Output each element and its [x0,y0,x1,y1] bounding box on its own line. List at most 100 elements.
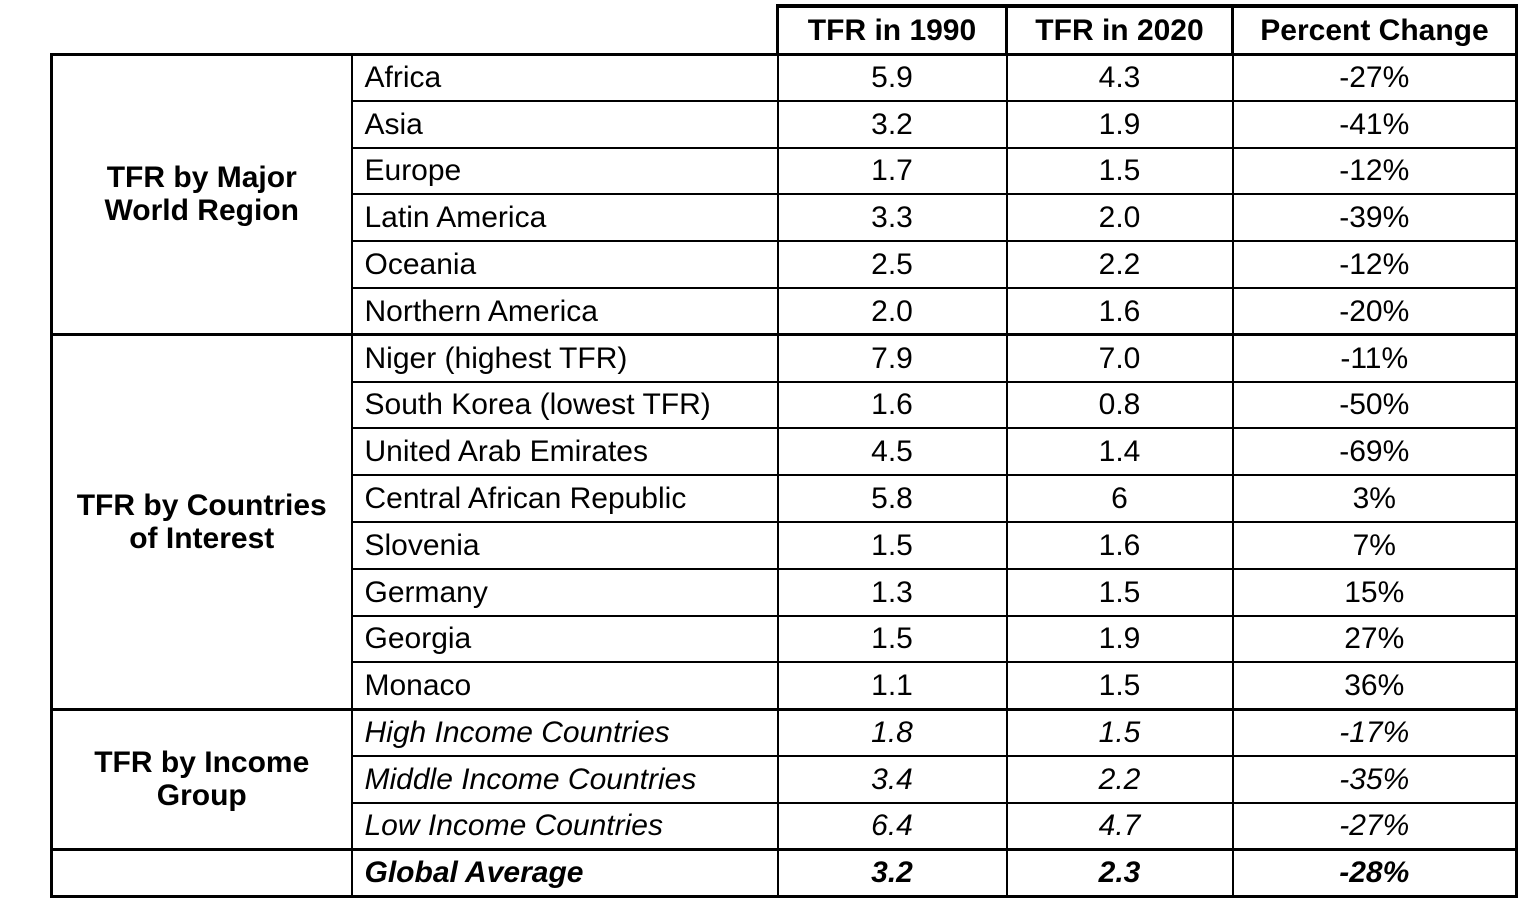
value-tfr-2020: 1.6 [1005,286,1234,336]
value-tfr-1990: 4.5 [776,427,1008,477]
value-tfr-1990: 2.0 [776,286,1008,336]
header-row: TFR in 1990 TFR in 2020 Percent Change [52,4,1518,56]
value-percent-change: -50% [1231,380,1518,430]
table-row: Middle Income Countries 3.4 2.2 -35% [52,754,1518,804]
table-row: Germany 1.3 1.5 15% [52,567,1518,617]
value-tfr-2020: 2.0 [1005,193,1234,243]
row-label: Latin America [350,193,779,243]
row-label: High Income Countries [350,707,779,757]
value-tfr-2020: 7.0 [1005,333,1234,383]
value-tfr-1990: 1.8 [776,707,1008,757]
value-tfr-1990: 7.9 [776,333,1008,383]
value-tfr-2020: 1.5 [1005,567,1234,617]
row-label: South Korea (lowest TFR) [350,380,779,430]
row-label: Oceania [350,240,779,289]
row-label: Georgia [350,614,779,664]
table-row: Low Income Countries 6.4 4.7 -27% [52,801,1518,851]
value-percent-change: -11% [1231,333,1518,383]
value-tfr-2020: 2.2 [1005,754,1234,804]
value-percent-change: -20% [1231,286,1518,336]
value-percent-change: 15% [1231,567,1518,617]
value-tfr-1990: 3.4 [776,754,1008,804]
value-tfr-2020: 4.7 [1005,801,1234,851]
header-spacer-label [352,6,778,54]
tfr-table: TFR in 1990 TFR in 2020 Percent Change T… [50,4,1518,898]
table-row: TFR by Income Group High Income Countrie… [50,707,1518,852]
value-percent-change: 36% [1231,661,1518,711]
value-percent-change: -27% [1231,52,1518,102]
value-percent-change: -12% [1231,240,1518,289]
value-tfr-2020: 2.3 [1005,848,1234,898]
value-tfr-2020: 1.9 [1005,99,1234,149]
table-row: United Arab Emirates 4.5 1.4 -69% [52,427,1518,477]
row-label: Monaco [350,661,779,711]
row-label-global-average: Global Average [350,848,779,898]
table-row: Asia 3.2 1.9 -41% [52,99,1518,149]
value-tfr-1990: 3.2 [776,848,1008,898]
value-tfr-2020: 1.6 [1005,520,1234,570]
value-tfr-2020: 0.8 [1005,380,1234,430]
value-percent-change: -27% [1231,801,1518,851]
table-row: TFR by Major World Region Africa 5.9 4.3… [50,52,1518,337]
row-label: Northern America [350,286,779,336]
table-row: South Korea (lowest TFR) 1.6 0.8 -50% [52,380,1518,430]
value-tfr-2020: 6 [1005,474,1234,523]
value-tfr-1990: 6.4 [776,801,1008,851]
group-cell-major-world-region: TFR by Major World Region [50,52,353,337]
value-tfr-1990: 1.5 [776,520,1008,570]
value-percent-change: -41% [1231,99,1518,149]
row-label: Slovenia [350,520,779,570]
row-label: Niger (highest TFR) [350,333,779,383]
row-label: Germany [350,567,779,617]
value-tfr-1990: 1.5 [776,614,1008,664]
table-row: Latin America 3.3 2.0 -39% [52,193,1518,243]
value-tfr-2020: 1.9 [1005,614,1234,664]
group-cell-countries-of-interest: TFR by Countries of Interest [50,333,353,711]
value-percent-change: -28% [1231,848,1518,898]
row-label: United Arab Emirates [350,427,779,477]
value-tfr-1990: 3.2 [776,99,1008,149]
value-percent-change: -12% [1231,146,1518,196]
value-percent-change: -39% [1231,193,1518,243]
row-label: Asia [350,99,779,149]
table-row-global-average: Global Average 3.2 2.3 -28% [50,848,1518,898]
column-header-percent-change: Percent Change [1231,4,1518,56]
value-percent-change: -17% [1231,707,1518,757]
row-label: Africa [350,52,779,102]
row-label: Middle Income Countries [350,754,779,804]
table-row: Northern America 2.0 1.6 -20% [52,286,1518,336]
value-percent-change: -69% [1231,427,1518,477]
value-tfr-2020: 4.3 [1005,52,1234,102]
column-header-tfr-1990: TFR in 1990 [776,4,1008,56]
value-tfr-1990: 1.6 [776,380,1008,430]
value-tfr-1990: 3.3 [776,193,1008,243]
value-tfr-1990: 1.3 [776,567,1008,617]
value-tfr-2020: 1.5 [1005,707,1234,757]
value-tfr-2020: 2.2 [1005,240,1234,289]
table-row: Monaco 1.1 1.5 36% [52,661,1518,711]
table-row: Central African Republic 5.8 6 3% [52,474,1518,523]
value-tfr-1990: 1.1 [776,661,1008,711]
group-cell-empty [50,848,353,898]
value-tfr-1990: 5.8 [776,474,1008,523]
value-percent-change: 27% [1231,614,1518,664]
value-percent-change: 7% [1231,520,1518,570]
table-row: Oceania 2.5 2.2 -12% [52,240,1518,289]
value-tfr-2020: 1.4 [1005,427,1234,477]
row-label: Low Income Countries [350,801,779,851]
value-tfr-1990: 5.9 [776,52,1008,102]
value-tfr-1990: 2.5 [776,240,1008,289]
table-row: Europe 1.7 1.5 -12% [52,146,1518,196]
value-percent-change: 3% [1231,474,1518,523]
table-row: Georgia 1.5 1.9 27% [52,614,1518,664]
value-tfr-1990: 1.7 [776,146,1008,196]
value-percent-change: -35% [1231,754,1518,804]
group-cell-income-group: TFR by Income Group [50,707,353,852]
value-tfr-2020: 1.5 [1005,146,1234,196]
table-row: TFR by Countries of Interest Niger (high… [50,333,1518,711]
header-spacer-group [52,6,352,54]
row-label: Central African Republic [350,474,779,523]
value-tfr-2020: 1.5 [1005,661,1234,711]
table-row: Slovenia 1.5 1.6 7% [52,520,1518,570]
